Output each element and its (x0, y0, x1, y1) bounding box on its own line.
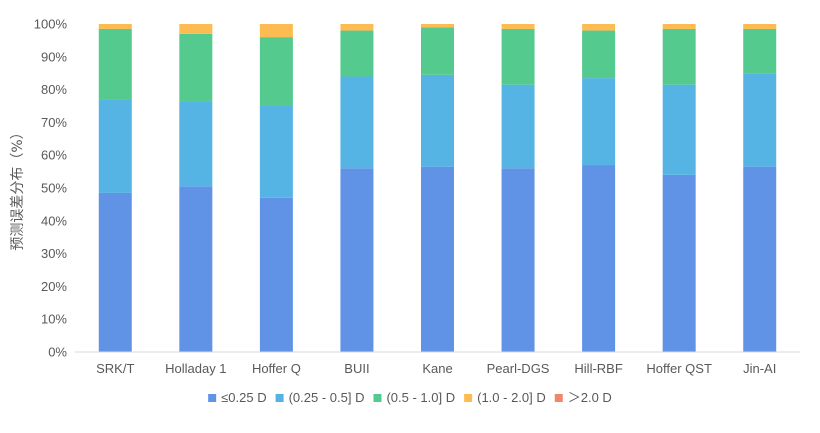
x-tick-label: Hoffer Q (252, 361, 301, 376)
bar-segment (259, 24, 293, 38)
legend-label: (0.5 - 1.0] D (386, 390, 455, 405)
y-tick-label: 70% (41, 115, 67, 130)
bar-stack (501, 24, 535, 352)
bar-segment (501, 84, 535, 169)
legend-item: ≤0.25 D (208, 390, 267, 405)
bar-segment (662, 84, 696, 175)
legend-item: (1.0 - 2.0] D (464, 390, 546, 405)
bar-stack (582, 24, 616, 352)
bar-segment (582, 165, 616, 352)
bar-segment (582, 30, 616, 79)
x-tick-label: Holladay 1 (165, 361, 226, 376)
legend-item: ＞2.0 D (554, 390, 612, 405)
bar-segment (421, 74, 454, 167)
legend-label: ≤0.25 D (221, 390, 266, 405)
bar-segment (421, 166, 454, 352)
bar-segment (501, 168, 535, 352)
y-tick-label: 0% (48, 345, 67, 360)
bar-segment (340, 24, 374, 31)
legend-swatch (373, 394, 382, 402)
legend-swatch (464, 394, 473, 402)
legend: ≤0.25 D (0.25 - 0.5] D (0.5 - 1.0] D (1.0 -… (208, 390, 612, 405)
bar-segment (501, 28, 535, 85)
bar-stack (421, 24, 454, 352)
y-axis-ticks: 0% 10% 20% 30% 40% 50% 60% 70% 80% 90% 100% (34, 17, 68, 360)
x-tick-label: Kane (422, 361, 452, 376)
x-tick-label: Hoffer QST (646, 361, 712, 376)
y-axis-label: 预测误差分布（%） (10, 125, 26, 250)
bar-segment (179, 101, 213, 187)
bar-segment (662, 174, 696, 352)
bar-segment (501, 24, 535, 29)
y-tick-label: 30% (41, 246, 67, 261)
legend-swatch (275, 394, 284, 402)
bar-segment (582, 78, 616, 166)
y-tick-label: 40% (41, 213, 67, 228)
y-tick-label: 90% (41, 49, 67, 64)
bar-segment (179, 186, 213, 352)
y-tick-label: 60% (41, 148, 67, 163)
x-axis-ticks: SRK/T Holladay 1 Hoffer Q BUII Kane Pearl-DGS… (96, 361, 776, 376)
legend-label: (0.25 - 0.5] D (289, 390, 365, 405)
bar-segment (743, 73, 777, 167)
y-tick-label: 80% (41, 82, 67, 97)
bar-stack (179, 24, 213, 352)
bar-segment (98, 28, 132, 100)
bar-segment (98, 99, 132, 193)
x-tick-label: SRK/T (96, 361, 134, 376)
bar-segment (743, 28, 777, 74)
bars-group (98, 24, 777, 352)
bar-segment (421, 27, 454, 75)
bar-segment (743, 166, 777, 352)
bar-segment (259, 106, 293, 198)
bar-segment (340, 168, 374, 352)
bar-stack (259, 24, 293, 352)
bar-segment (662, 24, 696, 29)
bar-stack (98, 24, 132, 352)
bar-segment (98, 24, 132, 29)
legend-label: (1.0 - 2.0] D (477, 390, 546, 405)
x-tick-label: Hill-RBF (574, 361, 622, 376)
bar-stack (743, 24, 777, 352)
y-tick-label: 100% (34, 17, 68, 32)
bar-segment (259, 197, 293, 352)
legend-item: (0.25 - 0.5] D (275, 390, 365, 405)
x-tick-label: Pearl-DGS (487, 361, 550, 376)
bar-stack (662, 24, 696, 352)
x-tick-label: BUII (344, 361, 369, 376)
bar-segment (743, 24, 777, 29)
legend-swatch (208, 394, 217, 402)
bar-segment (421, 24, 454, 28)
legend-swatch (554, 394, 563, 402)
y-tick-label: 20% (41, 279, 67, 294)
bar-segment (98, 192, 132, 352)
bar-segment (340, 30, 374, 77)
legend-label: ＞2.0 D (568, 390, 612, 405)
bar-segment (259, 37, 293, 107)
bar-segment (662, 28, 696, 85)
bar-segment (582, 24, 616, 31)
y-tick-label: 50% (41, 181, 67, 196)
bar-segment (179, 24, 213, 34)
y-tick-label: 10% (41, 312, 67, 327)
bar-stack (340, 24, 374, 352)
legend-item: (0.5 - 1.0] D (373, 390, 455, 405)
bar-segment (179, 33, 213, 102)
bar-segment (340, 76, 374, 169)
x-tick-label: Jin-AI (743, 361, 776, 376)
